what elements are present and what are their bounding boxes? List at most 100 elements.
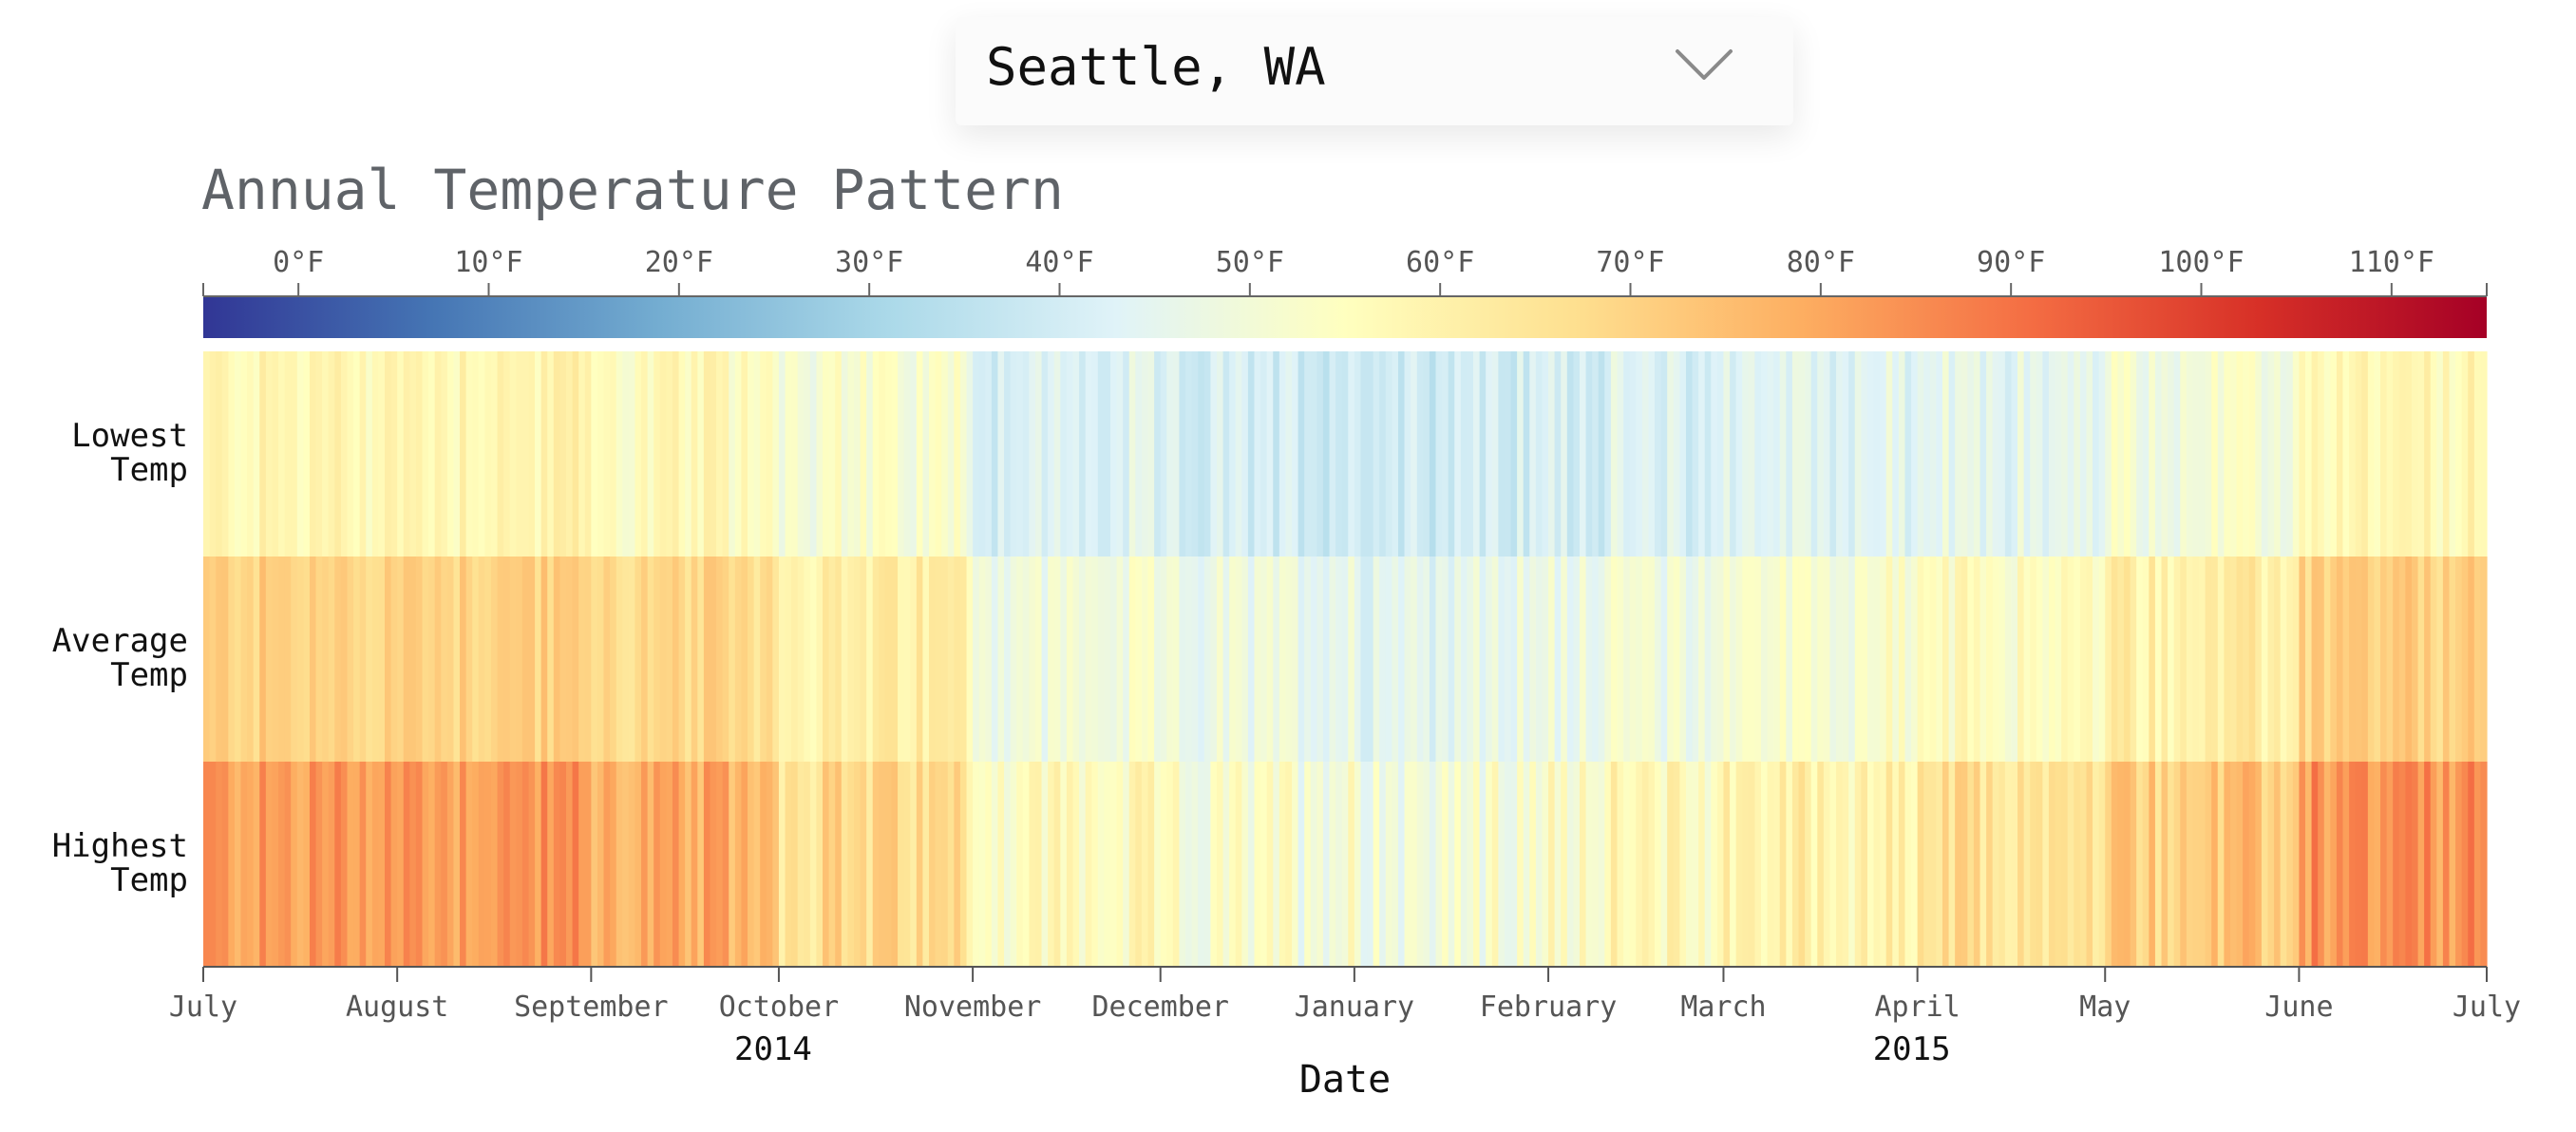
heatmap-cell [2048, 557, 2056, 762]
heatmap-cell [816, 557, 824, 762]
heatmap-cell [959, 351, 968, 557]
heatmap-cell [390, 762, 398, 967]
heatmap-cell [697, 557, 705, 762]
heatmap-cell [1198, 762, 1205, 967]
heatmap-cell [672, 762, 680, 967]
heatmap-cell [741, 557, 748, 762]
x-tick-label: November [904, 990, 1042, 1024]
heatmap-cell [753, 351, 761, 557]
heatmap-cell [1235, 762, 1242, 967]
heatmap-cell [678, 351, 686, 557]
heatmap-cell [1716, 762, 1725, 967]
heatmap-cell [959, 762, 968, 967]
heatmap-cell [415, 351, 424, 557]
heatmap-cell [741, 351, 748, 557]
heatmap-cell [584, 762, 592, 967]
heatmap-cell [2323, 762, 2331, 967]
heatmap-cell [916, 762, 924, 967]
heatmap-cell [797, 557, 805, 762]
heatmap-cell [2393, 351, 2400, 557]
heatmap-cell [1823, 762, 1831, 967]
heatmap-cell [2261, 351, 2269, 557]
heatmap-cell [1535, 351, 1544, 557]
heatmap-cell [1660, 762, 1668, 967]
heatmap-cell [872, 762, 880, 967]
legend-tick-label: 110°F [2349, 246, 2434, 279]
heatmap-cell [1235, 557, 1242, 762]
heatmap-cell [1529, 557, 1537, 762]
heatmap-cell [1979, 762, 1987, 967]
heatmap-cell [622, 762, 630, 967]
heatmap-cell [253, 557, 260, 762]
heatmap-cell [1454, 351, 1462, 557]
heatmap-cell [2405, 762, 2413, 967]
heatmap-cell [1060, 557, 1068, 762]
heatmap-cell [2318, 351, 2325, 557]
heatmap-cell [328, 762, 335, 967]
heatmap-cell [1066, 351, 1074, 557]
heatmap-cell [1742, 762, 1750, 967]
heatmap-cell [1779, 351, 1787, 557]
heatmap-cell [2449, 351, 2456, 557]
heatmap-cell [2299, 351, 2306, 557]
heatmap-cell [1229, 351, 1237, 557]
heatmap-cell [2117, 557, 2125, 762]
heatmap-cell [1373, 557, 1380, 762]
heatmap-cell [703, 762, 711, 967]
heatmap-cell [359, 762, 367, 967]
heatmap-cell [1711, 351, 1718, 557]
heatmap-cell [1416, 351, 1424, 557]
heatmap-cell [1854, 351, 1862, 557]
heatmap-cell [228, 557, 236, 762]
heatmap-cell [666, 351, 673, 557]
heatmap-cell [2461, 351, 2469, 557]
heatmap-cell [2074, 351, 2081, 557]
heatmap-cell [1147, 762, 1155, 967]
heatmap-cell [597, 557, 605, 762]
heatmap-cell [528, 557, 536, 762]
heatmap-cell [1904, 351, 1912, 557]
heatmap-cell [635, 351, 642, 557]
heatmap-cell [1348, 351, 1355, 557]
heatmap-cell [1842, 762, 1849, 967]
heatmap-cell [521, 557, 530, 762]
chevron-down-icon[interactable] [1674, 46, 1734, 84]
city-select[interactable]: Seattle, WA [956, 17, 1793, 125]
heatmap-cell [1335, 762, 1343, 967]
heatmap-cell [1548, 762, 1556, 967]
heatmap-cell [1247, 557, 1256, 762]
heatmap-cell [734, 557, 743, 762]
heatmap-cell [1292, 762, 1299, 967]
heatmap-cell [1817, 351, 1825, 557]
heatmap-cell [591, 557, 598, 762]
heatmap-cell [1604, 762, 1612, 967]
heatmap-cell [1866, 351, 1875, 557]
heatmap-cell [309, 351, 317, 557]
heatmap-cell [866, 762, 874, 967]
heatmap-cell [2161, 351, 2169, 557]
heatmap-cell [2424, 557, 2432, 762]
heatmap-cell [334, 557, 342, 762]
heatmap-cell [922, 557, 930, 762]
heatmap-cell [1022, 351, 1030, 557]
heatmap-cell [2255, 351, 2263, 557]
heatmap-cell [1010, 762, 1017, 967]
heatmap-cell [1392, 351, 1399, 557]
heatmap-cell [672, 351, 680, 557]
heatmap-cell [2318, 762, 2325, 967]
heatmap-cell [1798, 351, 1806, 557]
heatmap-cell [340, 762, 349, 967]
heatmap-cell [884, 351, 893, 557]
legend-tick-label: 80°F [1787, 246, 1855, 279]
heatmap-cell [1923, 557, 1931, 762]
heatmap-cell [1798, 557, 1806, 762]
heatmap-cell [860, 762, 867, 967]
x-tick-label: May [2079, 990, 2131, 1024]
heatmap-cell [2036, 351, 2043, 557]
heatmap-cell [1210, 557, 1218, 762]
heatmap-cell [2455, 351, 2463, 557]
heatmap-cell [1010, 557, 1017, 762]
heatmap-cell [1166, 351, 1174, 557]
heatmap-cell [2105, 557, 2112, 762]
heatmap-cell [804, 351, 811, 557]
